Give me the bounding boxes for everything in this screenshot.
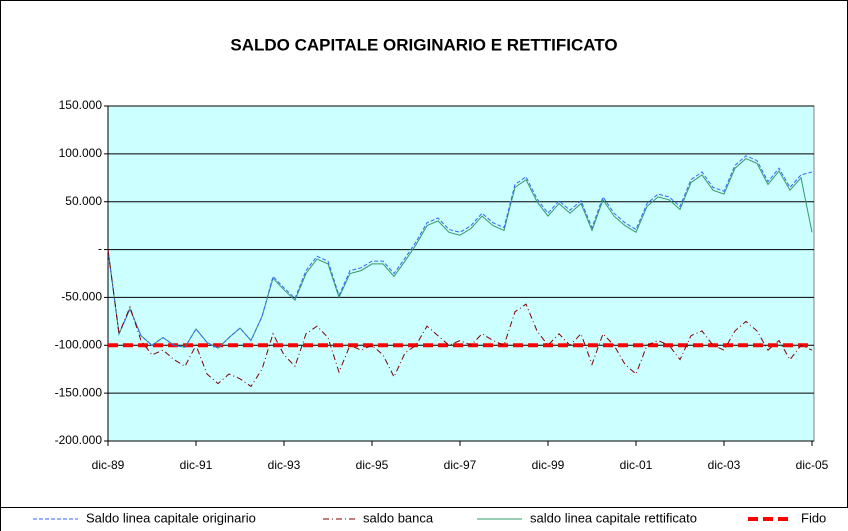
y-tick-label: -200.000 bbox=[55, 433, 103, 447]
legend-label: saldo linea capitale rettificato bbox=[530, 510, 697, 525]
series-line bbox=[107, 155, 813, 349]
x-tick-label: dic-93 bbox=[268, 458, 301, 472]
y-tick-label: 150.000 bbox=[59, 98, 103, 112]
series-line bbox=[107, 249, 813, 388]
legend-label: saldo banca bbox=[363, 510, 434, 525]
x-tick-label: dic-97 bbox=[444, 458, 477, 472]
x-tick-label: dic-99 bbox=[532, 458, 565, 472]
x-tick-label: dic-05 bbox=[796, 458, 829, 472]
y-tick-label: - bbox=[98, 242, 102, 256]
y-tick-label: -150.000 bbox=[55, 385, 103, 399]
legend-label: Saldo linea capitale originario bbox=[86, 510, 256, 525]
legend-label: Fido bbox=[801, 510, 826, 525]
x-tick-label: dic-91 bbox=[180, 458, 213, 472]
plot-area bbox=[107, 105, 815, 442]
x-tick-label: dic-95 bbox=[356, 458, 389, 472]
legend-box bbox=[0, 507, 848, 531]
x-tick-label: dic-01 bbox=[620, 458, 653, 472]
y-tick-label: -100.000 bbox=[55, 337, 103, 351]
y-tick-label: 50.000 bbox=[65, 194, 102, 208]
y-tick-label: 100.000 bbox=[59, 146, 103, 160]
x-tick-label: dic-89 bbox=[92, 458, 125, 472]
x-tick-label: dic-03 bbox=[708, 458, 741, 472]
y-tick-label: -50.000 bbox=[61, 290, 102, 304]
chart-title: SALDO CAPITALE ORIGINARIO E RETTIFICATO bbox=[230, 35, 617, 54]
